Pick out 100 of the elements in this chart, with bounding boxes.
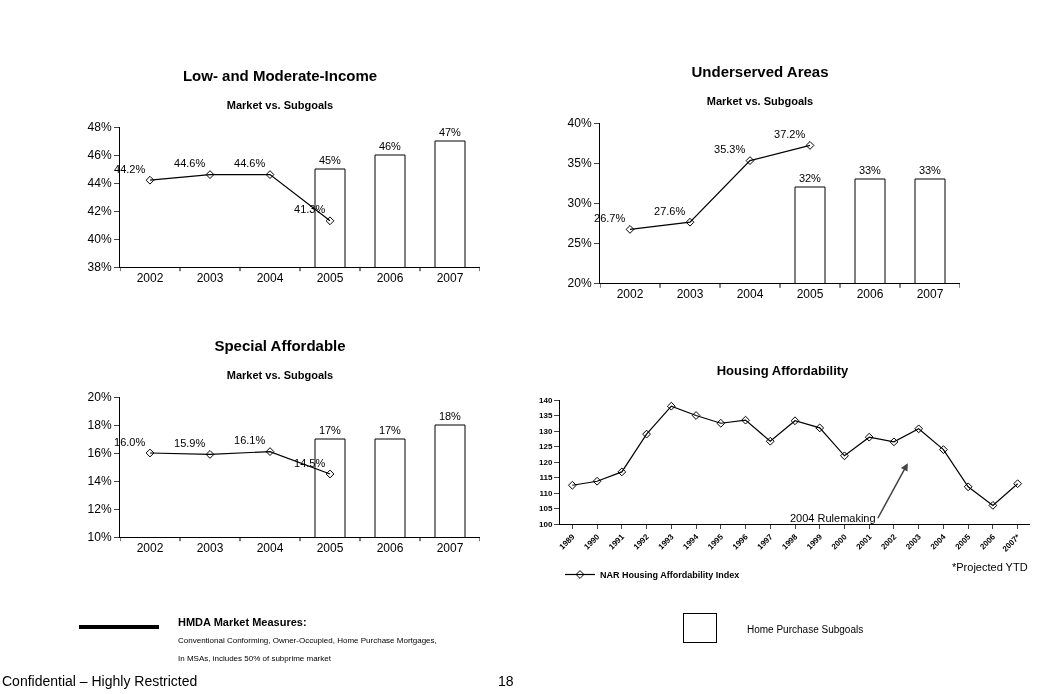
chart-title: Special Affordable (214, 336, 346, 354)
point (745, 156, 755, 165)
y-tick-label: 105 (539, 504, 553, 514)
point (685, 217, 695, 227)
chart-subtitle: Market vs. Subgoals (706, 94, 814, 107)
x-tick-label: 2004 (256, 541, 284, 556)
data-label: 17% (378, 424, 402, 436)
y-tick-label: 35% (567, 156, 592, 171)
y-tick-label: 40% (87, 232, 112, 247)
x-tick-label: 2002 (136, 541, 164, 556)
y-tick-label: 120 (539, 457, 553, 467)
x-tick-label: 2003 (196, 271, 224, 286)
x-tick-label: 2005 (316, 271, 344, 286)
data-label: 18% (438, 410, 462, 422)
y-tick-label: 14% (87, 474, 112, 489)
point (790, 416, 800, 426)
point (963, 482, 973, 492)
y-tick-label: 40% (567, 116, 592, 131)
point (145, 448, 155, 458)
data-label: 32% (798, 172, 822, 184)
text: Confidential – Highly Restricted (2, 673, 198, 689)
y-tick-label: 20% (87, 390, 112, 405)
chart-subtitle: Market vs. Subgoals (226, 368, 334, 381)
text: Home Purchase Subgoals (747, 624, 864, 635)
point (205, 170, 215, 179)
point (592, 476, 602, 486)
point (145, 175, 155, 185)
point (988, 501, 998, 510)
point (939, 445, 948, 454)
point (617, 467, 627, 477)
point (889, 437, 899, 447)
text: In MSAs, includes 50% of subprime market (178, 654, 331, 663)
y-tick-label: 12% (87, 502, 112, 517)
point (666, 401, 676, 411)
point (325, 216, 335, 226)
y-tick-label: 130 (539, 426, 553, 436)
x-tick-label: 2003 (676, 287, 704, 302)
y-tick-label: 140 (539, 395, 553, 405)
y-tick-label: 30% (567, 196, 592, 211)
x-tick-label: 2003 (196, 541, 224, 556)
point (642, 429, 651, 439)
point (325, 469, 335, 479)
y-tick-label: 25% (567, 236, 592, 251)
point (741, 415, 750, 425)
point (914, 424, 924, 434)
x-tick-label: 2005 (316, 541, 344, 556)
x-tick-label: 2007 (436, 271, 464, 286)
x-tick-label: 2002 (136, 271, 164, 286)
x-tick-label: 2007 (436, 541, 464, 556)
point (1013, 479, 1023, 489)
data-label: 33% (918, 164, 942, 176)
point (765, 436, 775, 446)
data-label: 35.3% (714, 143, 746, 156)
x-tick-label: 2007 (916, 287, 944, 302)
y-tick-label: 100 (539, 519, 553, 529)
data-label: 33% (858, 164, 882, 176)
data-label: 46% (378, 140, 402, 152)
chart-title: Low- and Moderate-Income (182, 66, 378, 84)
point (840, 451, 849, 461)
data-label: 45% (318, 154, 342, 166)
y-tick-label: 18% (87, 418, 112, 433)
chart-title: Underserved Areas (691, 62, 829, 80)
text: Conventional Conforming, Owner-Occupied, Home Purchase Mortgages, (178, 636, 437, 645)
y-tick-label: 135 (539, 411, 553, 421)
point (625, 225, 635, 234)
data-label: 15.9% (174, 436, 206, 449)
x-tick-label: 2006 (376, 541, 404, 556)
x-tick-label: 2006 (376, 271, 404, 286)
data-label: 17% (318, 424, 342, 436)
annotation: 2004 Rulemaking (790, 512, 876, 524)
data-label: 37.2% (774, 127, 806, 140)
legend-label: NAR Housing Affordability Index (600, 570, 740, 581)
point (265, 170, 275, 179)
x-tick-label: 2002 (616, 287, 644, 302)
x-tick-label: 2006 (856, 287, 884, 302)
x-tick-label: 2005 (796, 287, 824, 302)
y-tick-label: 48% (87, 120, 112, 135)
y-tick-label: 20% (567, 276, 592, 291)
x-tick-label: 2004 (256, 271, 284, 286)
chart-subtitle: Market vs. Subgoals (226, 98, 334, 111)
data-label: 44.6% (174, 157, 206, 170)
y-tick-label: 125 (539, 442, 553, 452)
point (567, 480, 577, 490)
data-label: 14.5% (294, 456, 326, 469)
y-tick-label: 16% (87, 446, 112, 461)
text: *Projected YTD (952, 561, 1028, 573)
chart-title: Housing Affordability (716, 362, 850, 378)
y-tick-label: 110 (539, 488, 553, 498)
point (691, 411, 701, 420)
point (265, 447, 275, 456)
point (716, 418, 726, 428)
y-tick-label: 46% (87, 148, 112, 163)
point (205, 450, 215, 459)
y-tick-label: 10% (87, 530, 112, 545)
data-label: 44.6% (234, 157, 266, 170)
data-label: 27.6% (654, 204, 686, 217)
y-tick-label: 44% (87, 176, 112, 191)
text: HMDA Market Measures: (178, 616, 307, 628)
y-tick-label: 42% (87, 204, 112, 219)
x-tick-label: 2004 (736, 287, 764, 302)
